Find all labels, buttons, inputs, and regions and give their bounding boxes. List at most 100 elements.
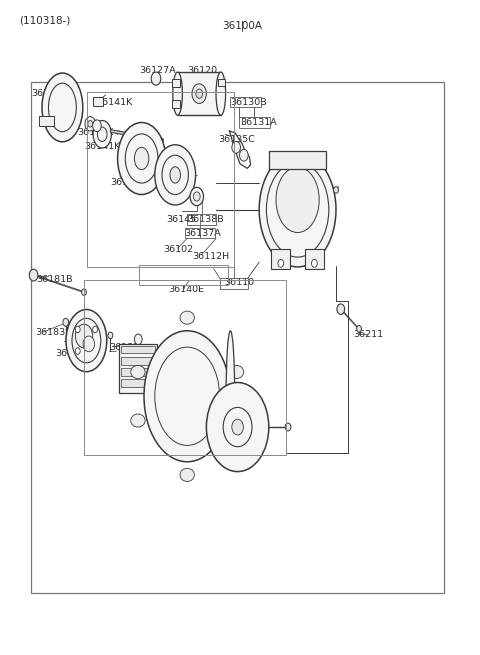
Text: 36141K: 36141K (77, 128, 113, 137)
Bar (119, 345, 157, 393)
Text: 36100A: 36100A (222, 21, 263, 31)
Text: 36145: 36145 (166, 215, 196, 224)
Circle shape (193, 192, 200, 201)
Text: 36144: 36144 (158, 183, 189, 193)
Text: 36140E: 36140E (168, 285, 204, 294)
Circle shape (93, 326, 97, 333)
Text: 36137A: 36137A (184, 229, 221, 238)
Circle shape (29, 269, 38, 281)
Ellipse shape (276, 167, 319, 233)
Circle shape (151, 72, 161, 85)
Text: 36102: 36102 (163, 245, 193, 254)
Circle shape (192, 84, 206, 103)
Circle shape (240, 149, 248, 161)
Bar (185, 228, 215, 238)
Bar (31, 82, 444, 593)
Text: 36110: 36110 (225, 278, 255, 288)
Bar (271, 249, 290, 269)
Text: 36170: 36170 (55, 349, 85, 358)
Ellipse shape (180, 468, 194, 481)
Text: 36131A: 36131A (240, 118, 277, 127)
Ellipse shape (118, 122, 166, 195)
Circle shape (196, 89, 203, 98)
Bar (178, 72, 221, 115)
Ellipse shape (125, 134, 158, 183)
Text: 36141K: 36141K (96, 98, 132, 107)
Circle shape (278, 259, 284, 267)
Circle shape (134, 334, 142, 345)
Ellipse shape (48, 83, 76, 132)
Polygon shape (110, 130, 163, 141)
Ellipse shape (216, 72, 226, 115)
Text: 36120: 36120 (187, 66, 217, 75)
Ellipse shape (155, 347, 220, 445)
Bar (121, 367, 155, 375)
Bar (187, 214, 216, 225)
Ellipse shape (131, 414, 145, 427)
Text: 36146A: 36146A (218, 447, 255, 457)
Text: 36181B: 36181B (36, 274, 72, 284)
Circle shape (334, 187, 338, 193)
Ellipse shape (162, 155, 188, 195)
Ellipse shape (229, 365, 244, 379)
Circle shape (232, 419, 243, 435)
Text: 36138B: 36138B (187, 215, 224, 224)
Bar (121, 356, 155, 364)
Circle shape (75, 326, 80, 333)
Ellipse shape (155, 145, 196, 205)
Text: 36182: 36182 (109, 343, 140, 352)
Circle shape (75, 348, 80, 354)
Bar (121, 346, 155, 354)
Circle shape (93, 120, 101, 132)
Text: 36141K: 36141K (84, 142, 121, 151)
Bar (305, 249, 324, 269)
Bar (172, 100, 180, 108)
Ellipse shape (66, 310, 107, 372)
Ellipse shape (131, 365, 145, 379)
Bar (121, 379, 155, 386)
Text: 36211: 36211 (353, 329, 383, 339)
Circle shape (75, 324, 93, 348)
Circle shape (357, 326, 361, 332)
Text: 36183: 36183 (35, 328, 65, 337)
Circle shape (232, 141, 240, 153)
Text: 36170A: 36170A (135, 379, 172, 388)
Ellipse shape (180, 311, 194, 324)
Ellipse shape (206, 383, 269, 472)
Text: 36112H: 36112H (192, 252, 229, 261)
Bar (269, 151, 326, 169)
Bar (93, 97, 103, 106)
Bar (84, 280, 286, 455)
Circle shape (82, 289, 86, 295)
Text: 36139: 36139 (31, 89, 61, 98)
Ellipse shape (266, 162, 329, 257)
Ellipse shape (134, 147, 149, 170)
Ellipse shape (93, 121, 111, 148)
Bar (39, 116, 54, 126)
Text: 36127A: 36127A (139, 66, 176, 75)
Bar (139, 265, 228, 285)
Ellipse shape (173, 72, 182, 115)
Ellipse shape (229, 414, 244, 427)
Circle shape (85, 117, 96, 131)
Circle shape (108, 332, 113, 339)
Text: 36150: 36150 (168, 416, 198, 425)
Bar (230, 97, 261, 107)
Circle shape (312, 259, 317, 267)
Bar (239, 117, 270, 128)
Ellipse shape (170, 166, 180, 183)
Text: 36135C: 36135C (218, 135, 255, 144)
Bar (218, 79, 225, 86)
Bar (87, 92, 234, 267)
Ellipse shape (42, 73, 83, 142)
Text: 36114E: 36114E (298, 193, 334, 202)
Circle shape (190, 187, 204, 206)
Text: (110318-): (110318-) (19, 16, 71, 26)
Ellipse shape (97, 127, 107, 141)
Ellipse shape (144, 331, 230, 462)
Circle shape (337, 304, 345, 314)
Bar (172, 79, 180, 87)
Circle shape (88, 121, 93, 127)
Ellipse shape (259, 152, 336, 267)
Bar (220, 278, 248, 289)
